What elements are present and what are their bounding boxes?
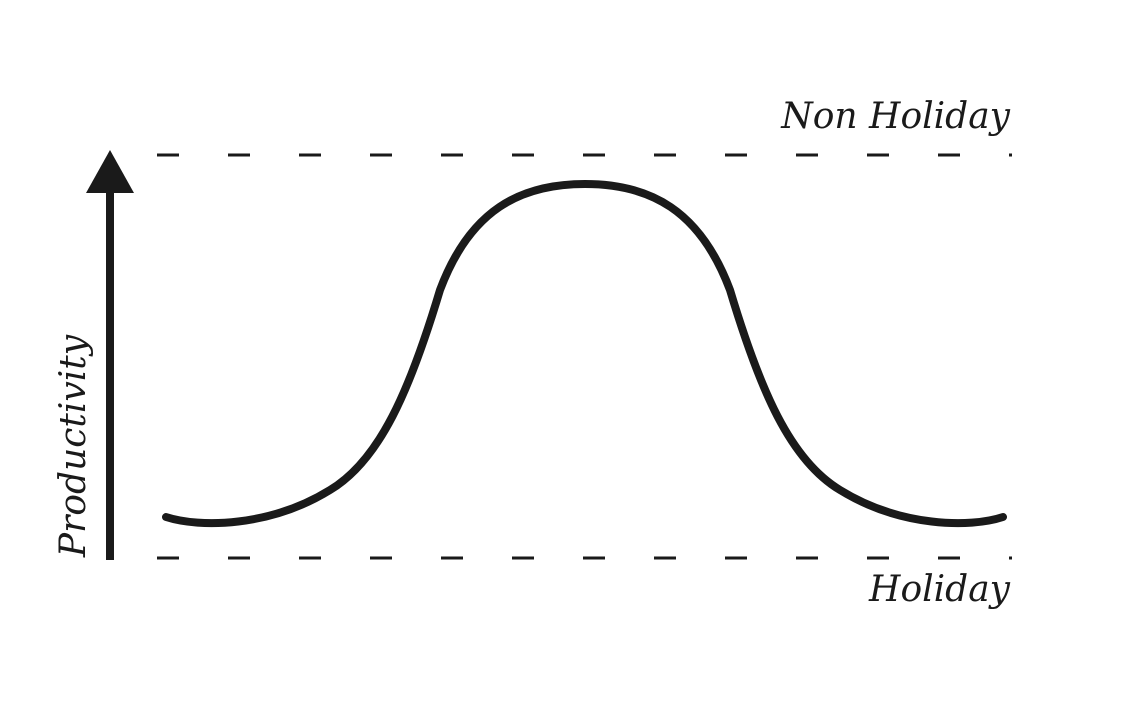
holiday-label: Holiday xyxy=(869,569,1010,610)
productivity-axis-label: Productivity xyxy=(53,334,94,558)
non-holiday-label: Non Holiday xyxy=(781,96,1010,137)
productivity-curve xyxy=(162,179,1007,528)
y-axis-arrowhead-icon xyxy=(86,150,134,193)
